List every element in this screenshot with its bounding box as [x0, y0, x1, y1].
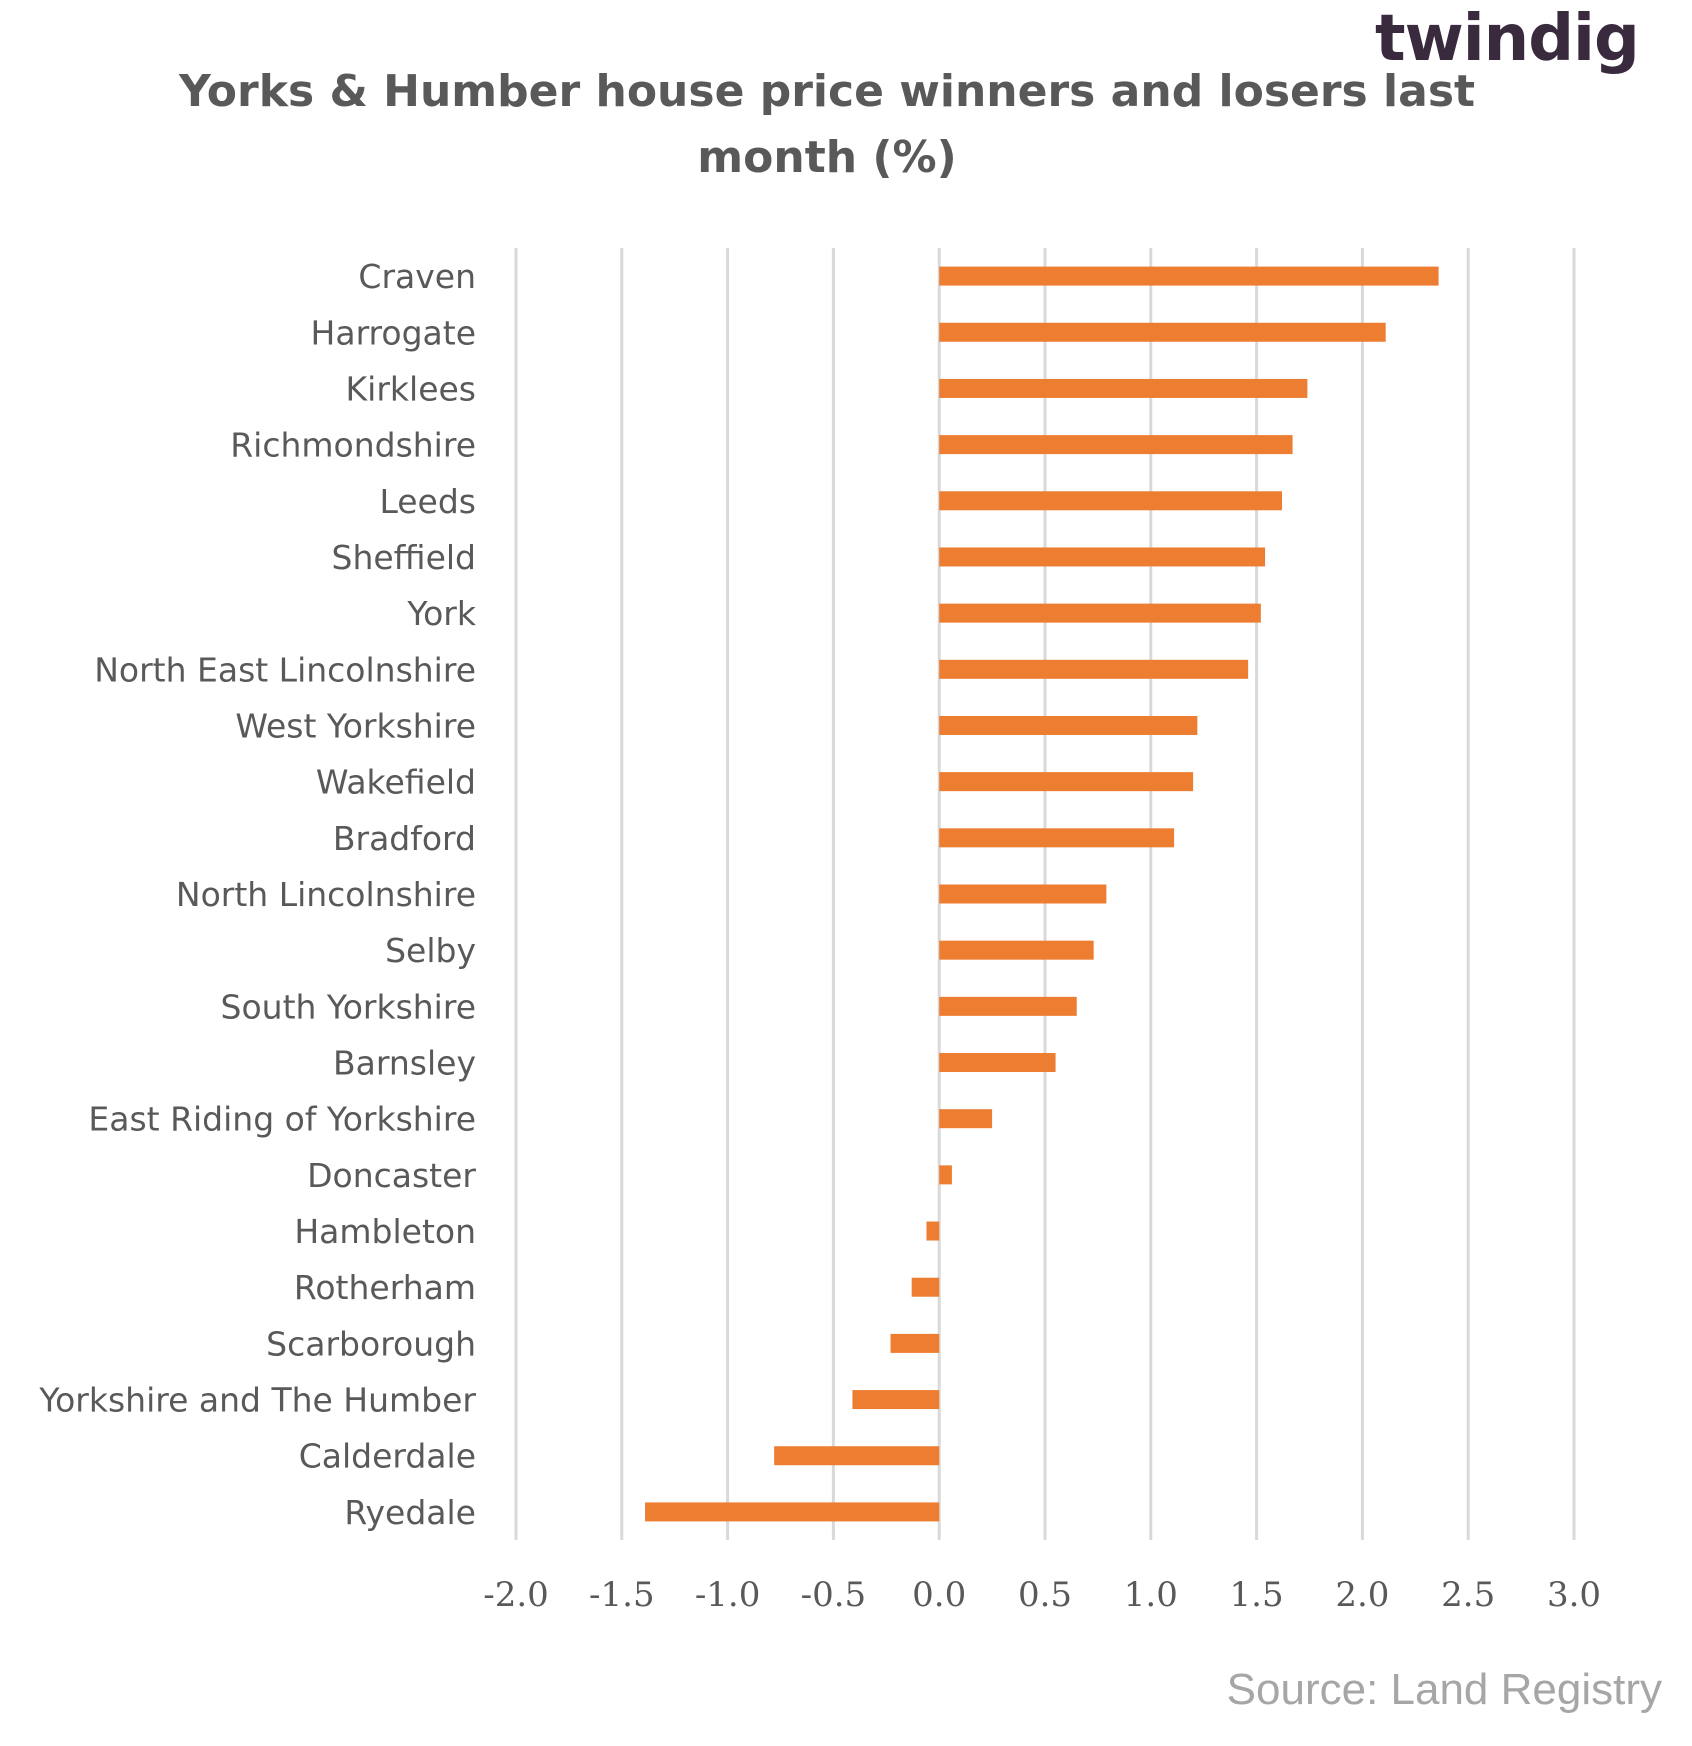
category-label: Craven	[358, 257, 476, 296]
bar	[939, 828, 1175, 848]
chart-title-line-2: month (%)	[697, 132, 956, 183]
category-label: Scarborough	[266, 1324, 476, 1363]
category-label: Rotherham	[294, 1268, 476, 1307]
category-labels: Craven Harrogate Kirklees Richmondshire Leed…	[38, 257, 477, 1532]
chart-title-line-1: Yorks & Humber house price winners and l…	[178, 66, 1475, 117]
bar	[939, 378, 1308, 398]
source-note: Source: Land Registry	[1226, 1665, 1662, 1714]
bar	[852, 1390, 940, 1410]
category-label: Bradford	[333, 819, 476, 858]
x-tick-label: -1.5	[589, 1575, 655, 1615]
category-label: South Yorkshire	[221, 987, 476, 1026]
category-label: Harrogate	[311, 313, 476, 352]
category-label: Calderdale	[299, 1437, 476, 1476]
bar	[939, 884, 1107, 904]
twindig-logo: twindi^g	[1375, 0, 1640, 76]
category-label: Selby	[385, 931, 476, 970]
category-label: East Riding of Yorkshire	[88, 1100, 476, 1139]
category-label: Wakefield	[316, 763, 476, 802]
bar	[939, 1165, 952, 1185]
bar	[939, 435, 1293, 455]
bar	[911, 1277, 940, 1297]
x-tick-label: -0.5	[801, 1575, 867, 1615]
bar	[939, 1109, 993, 1129]
bar	[939, 940, 1094, 960]
x-tick-label: 3.0	[1547, 1575, 1601, 1615]
bar	[939, 603, 1261, 623]
category-label: Sheffield	[332, 538, 477, 577]
category-label: Ryedale	[344, 1493, 476, 1532]
logo-accent-icon: ^	[1575, 0, 1603, 12]
bar	[939, 547, 1266, 567]
x-tick-label: 1.0	[1124, 1575, 1178, 1615]
category-label: York	[406, 594, 477, 633]
bar	[890, 1333, 940, 1353]
bar	[939, 1053, 1056, 1073]
category-label: North East Lincolnshire	[94, 650, 476, 689]
bar	[939, 996, 1077, 1016]
bars	[645, 266, 1439, 1522]
bar	[939, 715, 1198, 735]
bar	[645, 1502, 940, 1522]
bar	[939, 772, 1194, 792]
x-axis-tick-labels: -2.0 -1.5 -1.0 -0.5 0.0 0.5 1.0 1.5 2.0 2.5 3.0	[483, 1575, 1601, 1615]
x-tick-label: 1.5	[1230, 1575, 1284, 1615]
bar	[939, 491, 1282, 511]
category-label: Leeds	[379, 482, 476, 521]
x-tick-label: -2.0	[483, 1575, 549, 1615]
category-label: Yorkshire and The Humber	[38, 1381, 476, 1420]
bar	[939, 659, 1249, 679]
category-label: Kirklees	[346, 369, 476, 408]
category-label: Hambleton	[294, 1212, 476, 1251]
category-label: West Yorkshire	[235, 706, 476, 745]
category-label: North Lincolnshire	[176, 875, 476, 914]
x-tick-label: 2.5	[1441, 1575, 1495, 1615]
category-label: Barnsley	[333, 1044, 476, 1083]
bar	[774, 1446, 940, 1466]
category-label: Doncaster	[307, 1156, 476, 1195]
x-tick-label: 0.0	[912, 1575, 966, 1615]
bar	[939, 322, 1386, 342]
bar	[939, 266, 1439, 286]
category-label: Richmondshire	[230, 426, 476, 465]
x-tick-label: -1.0	[695, 1575, 761, 1615]
bar	[926, 1221, 940, 1241]
x-tick-label: 0.5	[1018, 1575, 1072, 1615]
x-tick-label: 2.0	[1335, 1575, 1389, 1615]
